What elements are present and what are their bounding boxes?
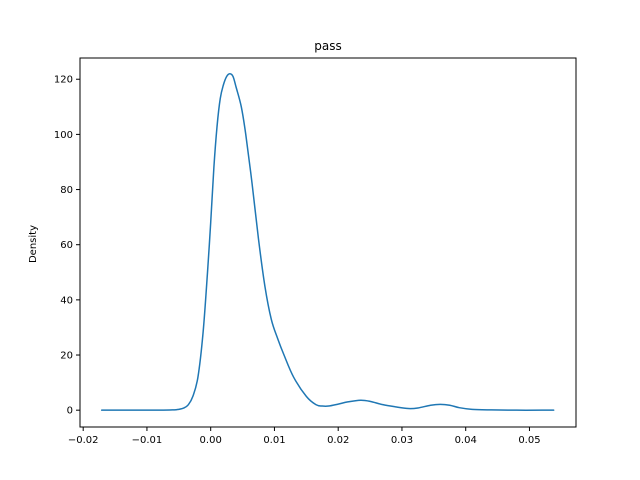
x-tick-label: −0.01 (132, 435, 163, 446)
y-tick-label: 100 (54, 130, 73, 141)
x-tick-label: 0.05 (518, 435, 540, 446)
x-tick-label: 0.01 (263, 435, 285, 446)
chart-title: pass (314, 39, 341, 53)
y-tick-label: 80 (60, 185, 73, 196)
y-tick-label: 40 (60, 295, 73, 306)
x-tick-label: 0.03 (391, 435, 413, 446)
y-tick-label: 0 (67, 406, 73, 417)
y-tick-label: 60 (60, 240, 73, 251)
y-tick-label: 120 (54, 75, 73, 86)
y-axis: 0 20 40 60 80 100 120 (54, 75, 80, 417)
density-series-line (100, 72, 555, 411)
y-axis-label: Density (28, 225, 39, 263)
x-axis: −0.02 −0.01 0.00 0.01 0.02 0.03 0.04 0.05 (68, 427, 541, 446)
x-tick-label: 0.04 (455, 435, 477, 446)
x-tick-label: 0.00 (200, 435, 222, 446)
plot-frame (79, 57, 577, 428)
y-tick-label: 20 (60, 351, 73, 362)
plot-area (100, 72, 555, 411)
x-tick-label: −0.02 (68, 435, 99, 446)
x-tick-label: 0.02 (327, 435, 349, 446)
